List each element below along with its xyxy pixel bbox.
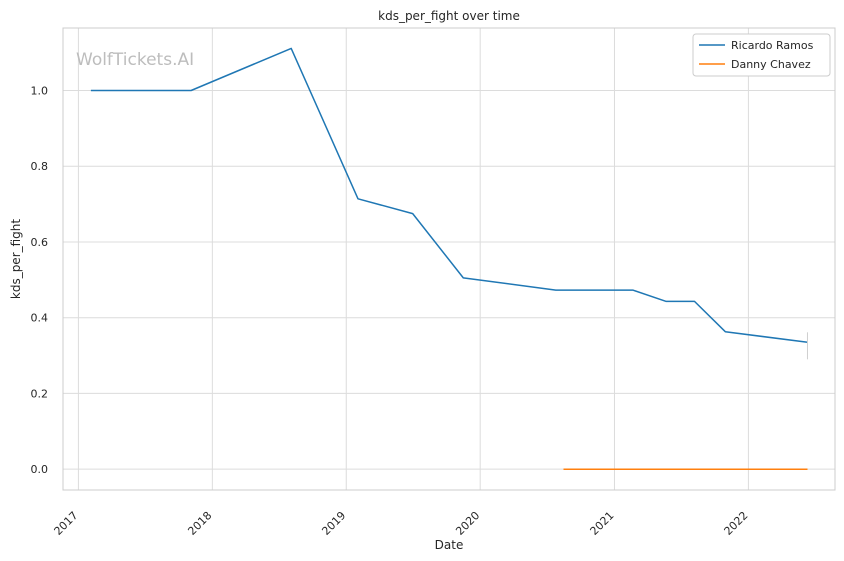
y-tick-label: 0.2 bbox=[31, 387, 49, 400]
legend-label: Ricardo Ramos bbox=[731, 39, 814, 52]
watermark: WolfTickets.AI bbox=[76, 50, 194, 70]
y-tick-label: 0.4 bbox=[31, 312, 49, 325]
y-tick-label: 1.0 bbox=[31, 84, 49, 97]
y-axis-title: kds_per_fight bbox=[9, 219, 23, 300]
y-tick-label: 0.8 bbox=[31, 160, 49, 173]
plot-frame bbox=[62, 27, 836, 491]
chart-title: kds_per_fight over time bbox=[378, 9, 520, 23]
y-axis-ticks: 0.0 0.2 0.4 0.6 0.8 1.0 bbox=[31, 84, 49, 476]
y-tick-label: 0.0 bbox=[31, 463, 49, 476]
legend-label: Danny Chavez bbox=[731, 58, 811, 71]
x-axis-title: Date bbox=[435, 538, 464, 552]
legend: Ricardo Ramos Danny Chavez bbox=[692, 33, 831, 77]
legend-box bbox=[692, 33, 831, 77]
series-layer bbox=[90, 47, 808, 470]
y-tick-label: 0.6 bbox=[31, 236, 49, 249]
series-line-0 bbox=[90, 47, 808, 344]
